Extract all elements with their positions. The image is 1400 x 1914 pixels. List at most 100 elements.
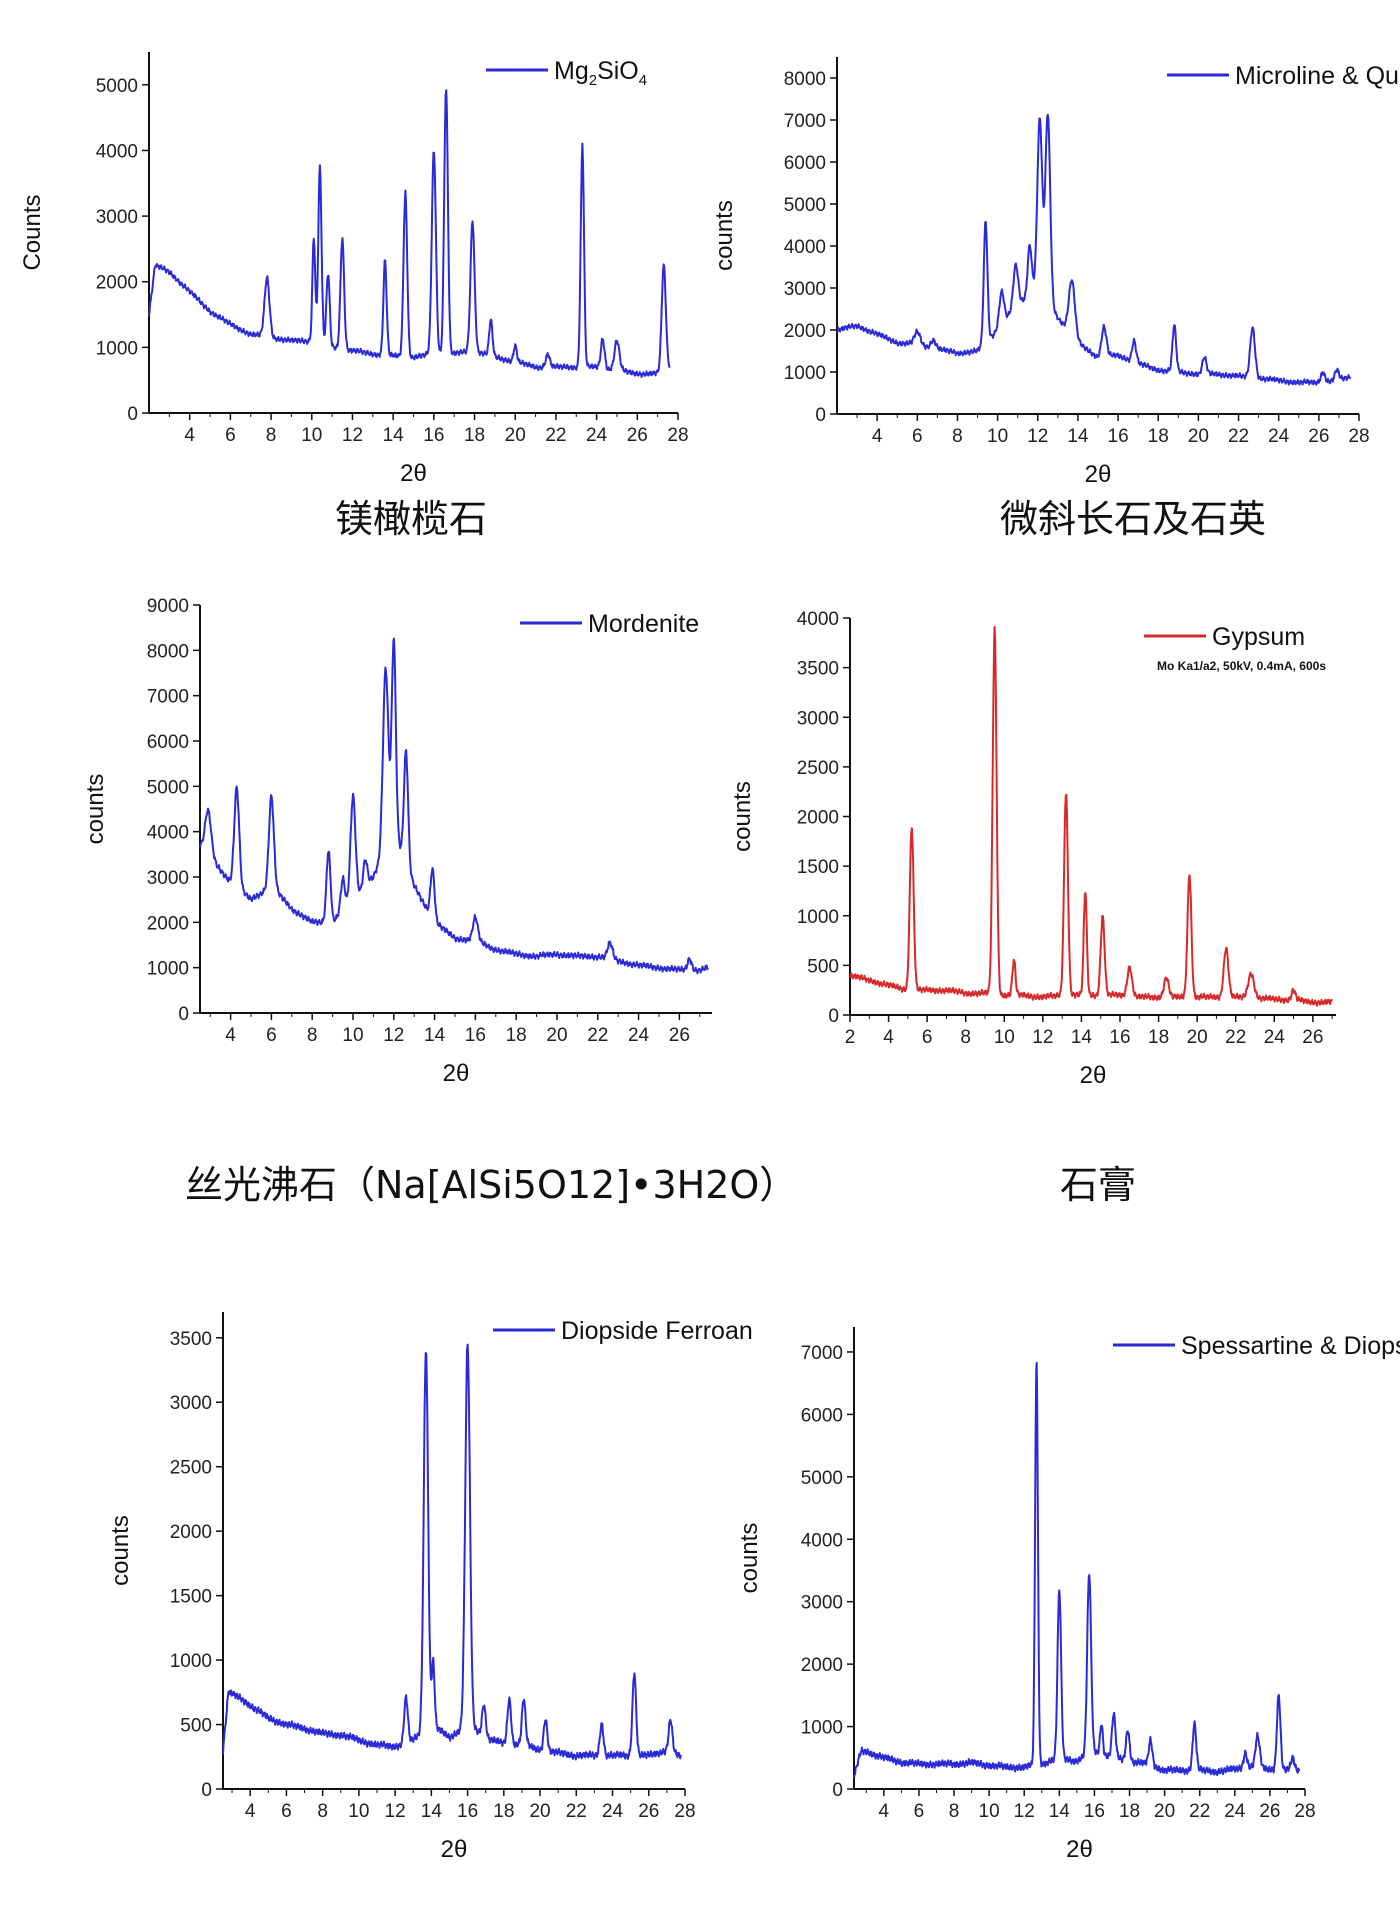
y-tick-label: 3000 xyxy=(147,868,189,889)
legend-label: Microline & Quartz xyxy=(1235,62,1400,90)
x-tick-label: 6 xyxy=(912,426,923,447)
y-tick-label: 3500 xyxy=(170,1329,212,1350)
annotation: Mo Ka1/a2, 50kV, 0.4mA, 600s xyxy=(1157,659,1326,673)
x-tick-label: 4 xyxy=(879,1801,890,1822)
x-axis-label: 2θ xyxy=(1080,1062,1107,1089)
x-tick-label: 24 xyxy=(586,425,608,446)
x-tick-label: 10 xyxy=(342,1025,363,1046)
x-tick-label: 26 xyxy=(1302,1027,1323,1048)
y-tick-label: 2000 xyxy=(797,808,839,829)
x-axis-label: 2θ xyxy=(1066,1836,1093,1863)
y-axis-label: counts xyxy=(729,781,756,852)
x-tick-label: 14 xyxy=(1067,426,1089,447)
y-tick-label: 500 xyxy=(807,956,839,977)
series-line xyxy=(849,626,1333,1007)
x-tick-label: 26 xyxy=(1259,1801,1280,1822)
x-tick-label: 24 xyxy=(1268,426,1290,447)
y-tick-label: 6000 xyxy=(147,732,189,753)
y-tick-label: 3000 xyxy=(784,279,826,300)
y-tick-label: 3000 xyxy=(96,207,138,228)
y-axis-label: counts xyxy=(107,1515,134,1586)
x-axis-label: 2θ xyxy=(400,460,427,487)
x-tick-label: 4 xyxy=(245,1801,256,1822)
y-tick-label: 1000 xyxy=(784,363,826,384)
x-tick-label: 28 xyxy=(1348,426,1369,447)
x-tick-label: 18 xyxy=(506,1025,527,1046)
x-tick-label: 18 xyxy=(1119,1801,1140,1822)
x-tick-label: 12 xyxy=(1014,1801,1035,1822)
y-tick-label: 1500 xyxy=(170,1587,212,1608)
x-tick-label: 18 xyxy=(1148,1027,1169,1048)
x-tick-label: 20 xyxy=(505,425,526,446)
x-tick-label: 18 xyxy=(1148,426,1169,447)
x-axis-label: 2θ xyxy=(443,1060,470,1087)
x-tick-label: 10 xyxy=(301,425,322,446)
series-line xyxy=(836,113,1352,386)
x-tick-label: 16 xyxy=(457,1801,478,1822)
y-tick-label: 6000 xyxy=(801,1405,843,1426)
y-tick-label: 0 xyxy=(178,1004,189,1025)
y-tick-label: 0 xyxy=(828,1006,839,1027)
x-tick-label: 16 xyxy=(1109,1027,1130,1048)
x-tick-label: 12 xyxy=(1027,426,1048,447)
y-tick-label: 2000 xyxy=(147,913,189,934)
x-tick-label: 22 xyxy=(1225,1027,1246,1048)
y-tick-label: 8000 xyxy=(147,641,189,662)
y-axis-label: counts xyxy=(736,1523,763,1594)
y-tick-label: 0 xyxy=(127,404,138,425)
legend-label: Gypsum xyxy=(1212,623,1305,651)
legend-label: Diopside Ferroan xyxy=(561,1317,753,1345)
x-tick-label: 24 xyxy=(628,1025,650,1046)
x-tick-label: 20 xyxy=(529,1801,550,1822)
series-line xyxy=(199,637,709,975)
y-tick-label: 1000 xyxy=(170,1651,212,1672)
y-axis-label: counts xyxy=(711,200,738,271)
y-axis-label: counts xyxy=(82,774,109,845)
y-tick-label: 4000 xyxy=(147,823,189,844)
x-tick-label: 6 xyxy=(266,1025,277,1046)
x-tick-label: 26 xyxy=(669,1025,690,1046)
y-axis-label: Counts xyxy=(19,194,46,270)
y-tick-label: 5000 xyxy=(801,1468,843,1489)
x-tick-label: 16 xyxy=(423,425,444,446)
x-tick-label: 4 xyxy=(184,425,195,446)
x-tick-label: 2 xyxy=(845,1027,856,1048)
y-tick-label: 4000 xyxy=(797,609,839,630)
x-tick-label: 22 xyxy=(587,1025,608,1046)
y-tick-label: 1000 xyxy=(797,907,839,928)
x-tick-label: 14 xyxy=(1071,1027,1093,1048)
y-tick-label: 7000 xyxy=(147,687,189,708)
y-tick-label: 1000 xyxy=(96,338,138,359)
x-axis-label: 2θ xyxy=(441,1836,468,1863)
legend-label: Mg2SiO4 xyxy=(554,57,647,89)
x-tick-label: 20 xyxy=(1154,1801,1175,1822)
series-line xyxy=(222,1343,683,1761)
x-tick-label: 20 xyxy=(1187,1027,1208,1048)
x-tick-label: 20 xyxy=(546,1025,567,1046)
y-tick-label: 4000 xyxy=(784,237,826,258)
y-tick-label: 3000 xyxy=(170,1393,212,1414)
caption-mordenite: 丝光沸石（Na[AlSi5O12]•3H2O） xyxy=(185,1163,798,1207)
x-tick-label: 24 xyxy=(1224,1801,1246,1822)
y-tick-label: 8000 xyxy=(784,69,826,90)
x-tick-label: 22 xyxy=(1228,426,1249,447)
x-tick-label: 10 xyxy=(979,1801,1000,1822)
x-tick-label: 24 xyxy=(1264,1027,1286,1048)
caption-microcline-quartz: 微斜长石及石英 xyxy=(1000,497,1267,541)
y-tick-label: 2500 xyxy=(170,1458,212,1479)
x-tick-label: 4 xyxy=(225,1025,236,1046)
series-line xyxy=(853,1361,1301,1779)
series-line xyxy=(148,89,671,378)
y-tick-label: 0 xyxy=(832,1780,843,1801)
x-tick-label: 6 xyxy=(922,1027,933,1048)
y-tick-label: 1000 xyxy=(801,1718,843,1739)
y-tick-label: 0 xyxy=(201,1780,212,1801)
x-tick-label: 10 xyxy=(994,1027,1015,1048)
x-tick-label: 8 xyxy=(307,1025,318,1046)
legend-label: Mordenite xyxy=(588,610,699,638)
